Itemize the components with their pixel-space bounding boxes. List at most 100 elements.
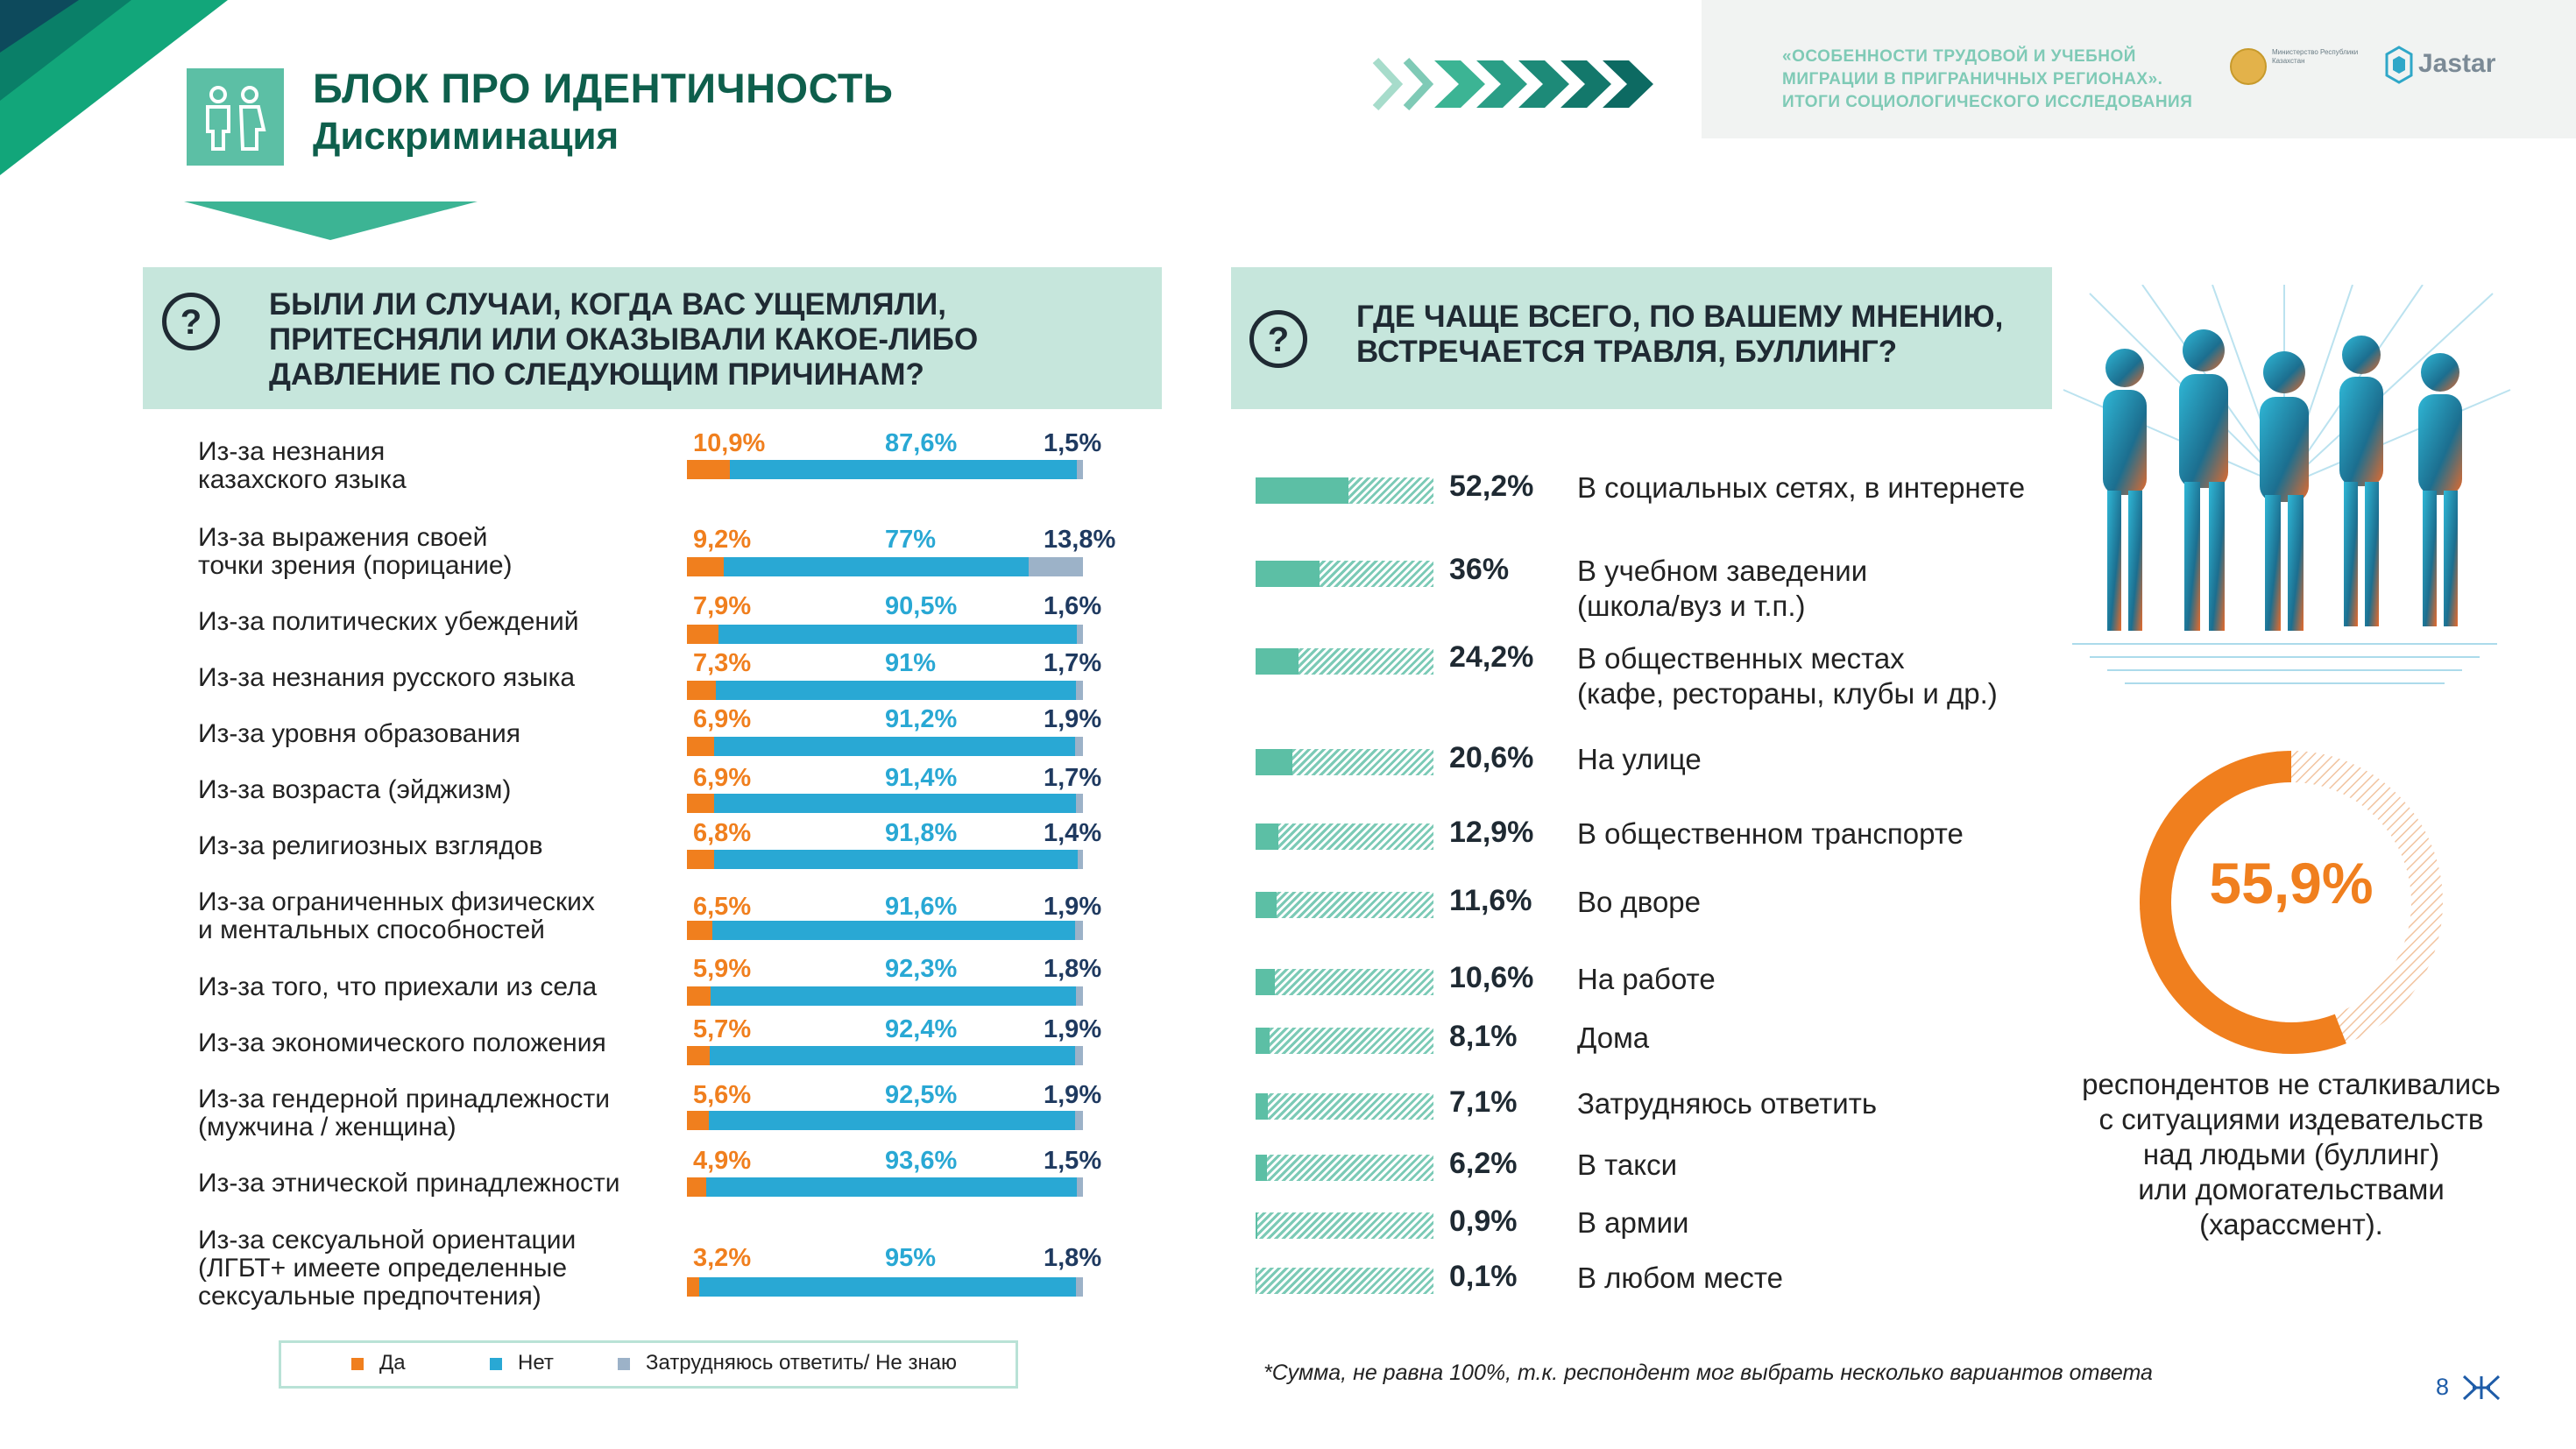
report-title-line: «ОСОБЕННОСТИ ТРУДОВОЙ И УЧЕБНОЙ <box>1782 47 2136 66</box>
bar-value-label: 11,6% <box>1449 884 1532 917</box>
ministry-emblem-icon <box>2230 48 2267 85</box>
bar-track <box>1256 1268 1433 1294</box>
dont-know-bar <box>1076 794 1083 813</box>
bar-value-label: 7,1% <box>1449 1085 1518 1119</box>
no-percent-label: 91% <box>885 649 937 677</box>
no-percent-label: 92,5% <box>885 1081 958 1109</box>
yes-percent-label: 10,9% <box>693 429 766 457</box>
question-1-box <box>143 267 1162 409</box>
yes-bar <box>687 986 711 1006</box>
bar-category-label: В учебном заведении (школа/вуз и т.п.) <box>1577 554 1867 624</box>
yes-bar <box>687 794 715 813</box>
bar-category-line: Дома <box>1577 1021 1650 1054</box>
donut-caption-line: над людьми (буллинг) <box>2142 1138 2440 1170</box>
bar-category-label: В армии <box>1577 1205 1688 1240</box>
question-2-line: ВСТРЕЧАЕТСЯ ТРАВЛЯ, БУЛЛИНГ? <box>1356 335 1898 369</box>
donut-caption-line: или домогательствами <box>2138 1173 2445 1205</box>
donut-value-arc <box>2140 751 2443 1054</box>
yes-percent-label: 3,2% <box>693 1244 752 1272</box>
row-label: Из-за сексуальной ориентации (ЛГБТ+ имеет… <box>198 1226 576 1311</box>
bar-value-label: 52,2% <box>1449 470 1534 503</box>
bar-fill <box>1256 749 1292 775</box>
row-label-line: Из-за этнической принадлежности <box>198 1169 620 1198</box>
page-number: 8 <box>2436 1374 2450 1400</box>
legend-swatch-yes <box>351 1358 364 1370</box>
yes-bar <box>687 921 713 940</box>
bar-fill <box>1256 648 1299 675</box>
legend-label-no: Нет <box>518 1351 554 1375</box>
bar-fill <box>1256 477 1348 504</box>
bar-category-line: В социальных сетях, в интернете <box>1577 471 2026 504</box>
corner-decoration <box>0 0 228 175</box>
row-label: Из-за религиозных взглядов <box>198 832 543 860</box>
bar-category-label: Дома <box>1577 1021 1649 1056</box>
row-label-line: Из-за незнания русского языка <box>198 663 576 692</box>
no-bar <box>709 1046 1076 1065</box>
dont-know-percent-label: 1,4% <box>1044 819 1102 847</box>
donut-caption: респондентов не сталкивались с ситуациям… <box>2042 1067 2541 1242</box>
row-label: Из-за незнания русского языка <box>198 664 575 692</box>
no-percent-label: 92,3% <box>885 955 958 983</box>
report-title-line: ИТОГИ СОЦИОЛОГИЧЕСКОГО ИССЛЕДОВАНИЯ <box>1782 93 2193 111</box>
row-label-line: (мужчина / женщина) <box>198 1113 456 1142</box>
row-label-line: казахского языка <box>198 465 407 494</box>
bar-category-line: В общественных местах <box>1577 642 1905 675</box>
report-info-panel <box>1702 0 2576 138</box>
no-percent-label: 91,2% <box>885 705 958 733</box>
bar-fill <box>1256 1093 1269 1120</box>
dont-know-bar <box>1077 460 1083 479</box>
bar-category-label: Во дворе <box>1577 885 1701 920</box>
bar-category-label: В общественном транспорте <box>1577 816 1964 852</box>
question-1-line: ПРИТЕСНЯЛИ ИЛИ ОКАЗЫВАЛИ КАКОЕ-ЛИБО <box>269 322 979 357</box>
no-bar <box>714 794 1077 813</box>
yes-percent-label: 6,9% <box>693 705 752 733</box>
row-label-line: Из-за уровня образования <box>198 719 521 748</box>
yes-bar <box>687 1046 710 1065</box>
row-label-line: точки зрения (порицание) <box>198 551 513 580</box>
no-percent-label: 91,6% <box>885 893 958 921</box>
yes-bar <box>687 1277 700 1297</box>
dont-know-percent-label: 1,5% <box>1044 429 1102 457</box>
yes-percent-label: 5,7% <box>693 1015 752 1043</box>
no-bar <box>714 737 1076 756</box>
bar-fill <box>1256 823 1279 850</box>
people-silhouettes-illustration <box>2063 285 2511 684</box>
dont-know-percent-label: 1,9% <box>1044 893 1102 921</box>
dont-know-percent-label: 1,9% <box>1044 705 1102 733</box>
no-percent-label: 91,8% <box>885 819 958 847</box>
no-percent-label: 91,4% <box>885 764 958 792</box>
ministry-logo-text: Министерство Республики Казахстан <box>2272 48 2359 65</box>
row-label-line: Из-за того, что приехали из села <box>198 972 598 1001</box>
yes-bar <box>687 460 731 479</box>
legend-swatch-no <box>490 1358 502 1370</box>
row-label: Из-за уровня образования <box>198 720 520 748</box>
no-percent-label: 87,6% <box>885 429 958 457</box>
dont-know-bar <box>1076 625 1083 644</box>
donut-value: 55,9% <box>2209 851 2374 915</box>
row-label-line: Из-за незнания <box>198 437 386 466</box>
yes-percent-label: 6,8% <box>693 819 752 847</box>
no-bar <box>713 850 1078 869</box>
yes-percent-label: 5,9% <box>693 955 752 983</box>
bar-category-label: Затрудняюсь ответить <box>1577 1086 1877 1121</box>
row-label: Из-за незнания казахского языка <box>198 438 407 494</box>
donut-chart <box>2140 751 2443 1054</box>
question-2-title: ГДЕ ЧАЩЕ ВСЕГО, ПО ВАШЕМУ МНЕНИЮ, ВСТРЕЧ… <box>1356 300 2003 370</box>
bar-value-label: 24,2% <box>1449 640 1534 674</box>
chevrons-decoration <box>1372 57 1653 111</box>
dont-know-bar <box>1075 737 1083 756</box>
bar-track <box>1256 1093 1433 1120</box>
bar-track <box>1256 969 1433 995</box>
bar-value-label: 6,2% <box>1449 1147 1518 1180</box>
no-bar <box>709 1111 1076 1130</box>
bar-category-line: Во дворе <box>1577 886 1702 918</box>
bar-track <box>1256 1028 1433 1054</box>
yes-bar <box>687 737 715 756</box>
yes-bar <box>687 681 716 700</box>
yes-bar <box>687 850 714 869</box>
bar-value-label: 10,6% <box>1449 961 1534 994</box>
bar-fill <box>1256 561 1320 587</box>
bar-category-label: В любом месте <box>1577 1261 1783 1296</box>
bar-track <box>1256 1155 1433 1181</box>
bar-fill <box>1256 1155 1267 1181</box>
